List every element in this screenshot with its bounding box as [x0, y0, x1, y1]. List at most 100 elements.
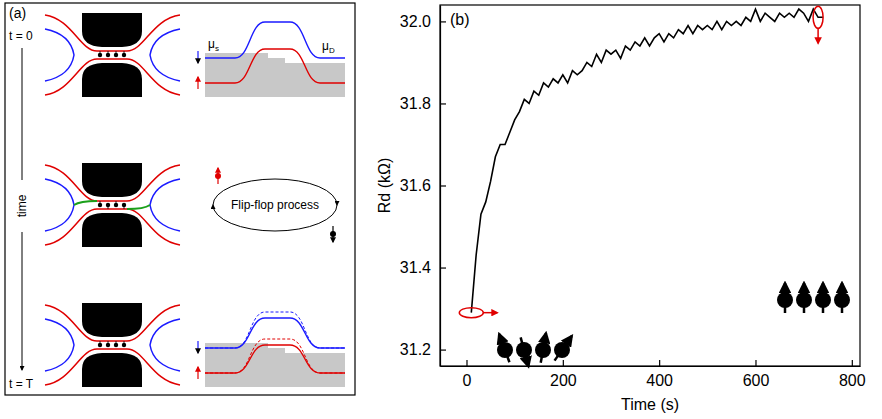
nuclear-spin-arrow [116, 51, 117, 55]
y-tick-label: 31.8 [400, 95, 431, 112]
x-tick-mark [852, 360, 853, 366]
y-tick-label: 31.2 [400, 341, 431, 358]
nuclear-spin-arrow [541, 333, 546, 363]
x-tick: 0 [463, 360, 472, 389]
spin-arrow [197, 77, 198, 89]
nuclear-spin-arrow [822, 283, 825, 313]
x-tick: 800 [839, 360, 866, 389]
nuclear-spin-arrow [124, 205, 125, 209]
energy-diagram [198, 312, 345, 387]
potential-label: μs [208, 37, 219, 53]
energy-diagram: μs μD [198, 22, 345, 97]
barrier-down-before [205, 312, 345, 348]
point-contact [45, 303, 180, 387]
barrier-up-before [205, 339, 345, 373]
x-tick-label: 800 [839, 372, 866, 389]
edge-channel-down [150, 319, 180, 371]
x-tick-mark [755, 360, 756, 366]
spin-arrow [197, 51, 198, 63]
x-tick-mark [466, 360, 467, 366]
panel-label: (b) [450, 11, 470, 28]
x-tick: 600 [743, 360, 770, 389]
rotation-loop [459, 308, 483, 318]
time-axis-label: time [15, 194, 29, 217]
edge-channel-up [45, 209, 180, 245]
fermi-sea [205, 53, 345, 97]
x-tick: 200 [550, 360, 577, 389]
figure: (a)t = 0timet = TμsμDFlip-flop process02… [0, 0, 882, 419]
y-tick: 31.4 [400, 259, 446, 276]
barrier-down [205, 318, 345, 348]
nuclear-spin-arrow [521, 337, 529, 366]
spin-arrow [197, 367, 198, 379]
nuclear-spin-arrow [116, 201, 117, 205]
nuclear-spin-arrow [108, 51, 109, 55]
gate [82, 213, 142, 247]
edge-channel-up [45, 59, 180, 95]
spin-icons [459, 6, 850, 366]
y-tick-label: 32.0 [400, 13, 431, 30]
potential-subscript: s [215, 44, 219, 53]
x-axis-title: Time (s) [621, 396, 679, 413]
plot-frame [440, 5, 860, 366]
y-tick: 32.0 [400, 13, 446, 30]
electron-spin-arrow [217, 168, 218, 184]
time-end-label: t = T [9, 377, 34, 391]
y-tick-label: 31.6 [400, 177, 431, 194]
nuclear-spin-arrow [124, 51, 125, 55]
time-arrow [22, 48, 23, 180]
plot-area [471, 9, 823, 313]
barrier-down [205, 22, 345, 58]
rotation-loop [813, 6, 823, 28]
y-tick-mark [440, 103, 446, 104]
nuclear-spin-arrow [784, 283, 787, 313]
x-tick-mark [659, 360, 660, 366]
spin-arrow [197, 341, 198, 353]
panel-a: (a)t = 0timet = TμsμDFlip-flop process [5, 3, 355, 395]
edge-channel-down [45, 29, 74, 81]
edge-channel-up [45, 15, 180, 51]
panel-a-frame [5, 3, 355, 395]
rotation-arrow [483, 312, 497, 314]
y-tick: 31.8 [400, 95, 446, 112]
edge-channel-up [45, 349, 180, 385]
point-contact [45, 163, 180, 247]
y-tick-mark [440, 267, 446, 268]
nuclear-spin-arrow [100, 201, 101, 205]
nuclear-spin-arrow [841, 283, 844, 313]
time-arrow [22, 232, 23, 370]
x-axis-line [441, 366, 861, 367]
edge-channel-down [45, 319, 74, 371]
y-tick-label: 31.4 [400, 259, 431, 276]
nuclear-spin-arrow [108, 205, 109, 209]
x-tick-label: 0 [463, 372, 472, 389]
edge-channel-down [45, 179, 74, 231]
x-tick-label: 400 [646, 372, 673, 389]
x-tick-mark [563, 360, 564, 366]
gate [82, 13, 142, 47]
fermi-sea [205, 343, 345, 387]
flip-flop-cycle: Flip-flop process [213, 168, 337, 242]
gate [82, 63, 142, 97]
edge-channel-up [45, 305, 180, 341]
barrier-up [205, 49, 345, 83]
potential-subscript: D [329, 46, 335, 55]
nuclear-spin-arrow [332, 226, 333, 242]
resistance-line [471, 9, 823, 313]
y-tick-mark [440, 349, 446, 350]
barrier-up [205, 345, 345, 373]
nuclear-spin-arrow [555, 336, 572, 361]
panel-b: 0 200 400 600 800 31.2 31.4 31.6 31.8 32.0 (b) Time… [376, 5, 866, 413]
y-tick: 31.2 [400, 341, 446, 358]
potential-label: μD [322, 39, 335, 55]
point-contact [45, 13, 180, 97]
x-tick: 400 [646, 360, 673, 389]
nuclear-spin-arrow [116, 341, 117, 345]
gate [82, 163, 142, 197]
nuclear-spin-arrow [100, 51, 101, 55]
y-axis-title: Rd (kΩ) [376, 158, 393, 214]
gate [82, 303, 142, 337]
flip-flop-channel [74, 201, 150, 209]
edge-channel-down [150, 29, 180, 81]
gate [82, 353, 142, 387]
